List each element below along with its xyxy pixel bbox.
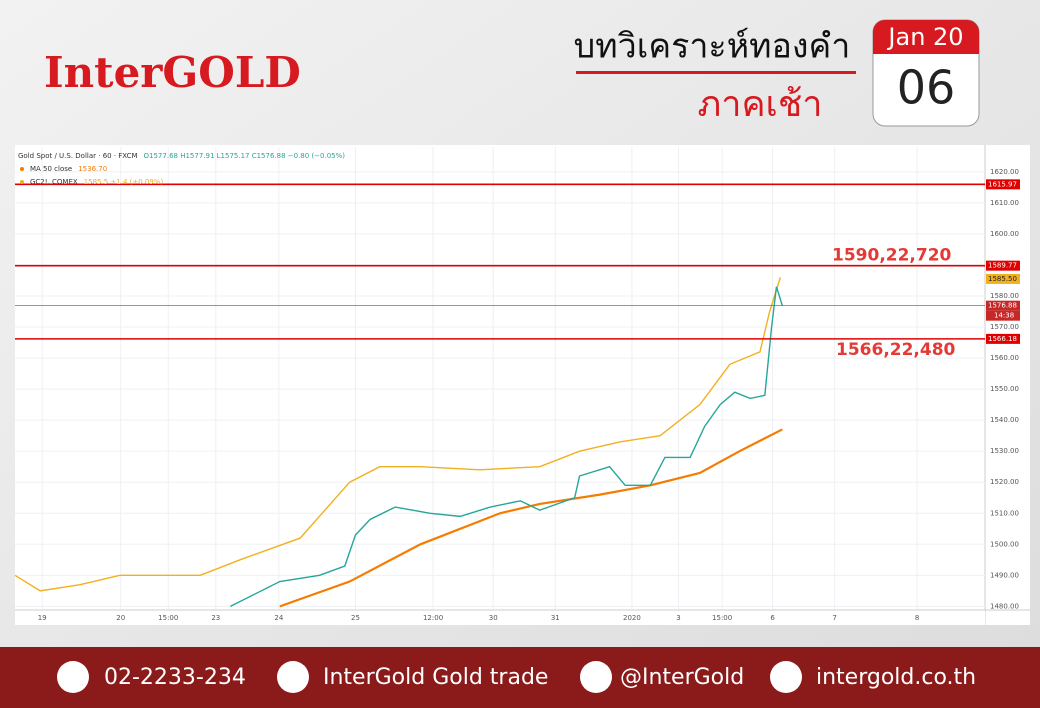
x-tick-label: 3 <box>676 614 680 622</box>
series-line <box>230 286 783 608</box>
countdown-tag <box>986 310 1020 321</box>
x-tick-label: 20 <box>116 614 125 622</box>
y-tick-label: 1510.00 <box>990 509 1019 517</box>
chart-panel <box>15 145 1030 625</box>
calendar-month: Jan 20 <box>886 23 963 51</box>
legend-entry: MA 50 close <box>30 165 72 173</box>
y-tick-label: 1560.00 <box>990 354 1019 362</box>
y-tick-label: 1600.00 <box>990 230 1019 238</box>
y-tick-label: 1580.00 <box>990 292 1019 300</box>
title: บทวิเคราะห์ทองคำ <box>574 27 851 67</box>
countdown: 14:38 <box>994 312 1014 320</box>
y-tick-label: 1540.00 <box>990 416 1019 424</box>
level-tag <box>986 260 1020 271</box>
y-tick-label: 1480.00 <box>990 602 1019 610</box>
level-label: 1615.97 <box>988 180 1017 188</box>
x-tick-label: 19 <box>38 614 47 622</box>
phone: 02-2233-234 <box>104 665 246 690</box>
subtitle: ภาคเช้า <box>698 84 823 125</box>
x-tick-label: 30 <box>489 614 498 622</box>
level-tag <box>986 179 1020 190</box>
legend-name: Gold Spot / U.S. Dollar · 60 · FXCM O1577… <box>18 152 345 160</box>
legend-quote: O1577.68 H1577.91 L1575.17 C1576.88 −0.8… <box>144 152 346 160</box>
y-tick-label: 1490.00 <box>990 571 1019 579</box>
logo: InterGOLD <box>44 48 301 97</box>
phone-icon <box>57 661 89 693</box>
legend-entry: Gold Spot / U.S. Dollar · 60 · FXCM <box>18 152 138 160</box>
line-id: @InterGold <box>620 665 744 690</box>
plot: 1480.00 1490.00 1500.00 1510.00 1520.00 1530.… <box>14 147 1030 625</box>
line-icon <box>580 661 612 693</box>
level-tag <box>986 300 1020 311</box>
legend-entry: GC2!, COMEX <box>30 178 78 186</box>
y-tick-label: 1500.00 <box>990 540 1019 548</box>
website: intergold.co.th <box>816 665 976 690</box>
x-tick-label: 2020 <box>623 614 641 622</box>
x-tick-label: 25 <box>351 614 360 622</box>
y-tick-label: 1520.00 <box>990 478 1019 486</box>
y-tick-label: 1570.00 <box>990 323 1019 331</box>
calendar-day: 06 <box>897 61 956 115</box>
x-tick-label: 24 <box>274 614 283 622</box>
y-tick-label: 1550.00 <box>990 385 1019 393</box>
y-tick-label: 1620.00 <box>990 168 1019 176</box>
y-tick-label: 1530.00 <box>990 447 1019 455</box>
title-underline <box>576 71 856 74</box>
facebook: InterGold Gold trade <box>323 665 548 690</box>
x-axis-strip <box>15 610 985 625</box>
legend-name: GC2!, COMEX 1585.5 +1.4 (+0.09%) <box>30 178 163 186</box>
calendar-top <box>873 20 979 54</box>
x-tick-label: 7 <box>832 614 836 622</box>
series-line <box>14 277 781 592</box>
legend-quote: 1536.70 <box>78 165 107 173</box>
web-icon <box>770 661 802 693</box>
level-label: 1576.88 <box>988 302 1017 310</box>
x-tick-label: 31 <box>551 614 560 622</box>
annotation: 1566,22,480 <box>836 340 956 360</box>
legend-name: MA 50 close 1536.70 <box>30 165 107 173</box>
x-tick-label: 15:00 <box>712 614 732 622</box>
x-tick-label: 6 <box>770 614 775 622</box>
level-label: 1566.18 <box>988 335 1017 343</box>
level-label: 1589.77 <box>988 262 1017 270</box>
x-tick-label: 23 <box>211 614 220 622</box>
annotation: 1590,22,720 <box>832 246 952 266</box>
level-tag <box>986 273 1020 284</box>
legend-marker <box>20 180 24 184</box>
level-label: 1585.50 <box>988 275 1017 283</box>
legend-marker <box>20 167 24 171</box>
facebook-icon <box>277 661 309 693</box>
footer-bar <box>0 647 1040 708</box>
x-tick-label: 15:00 <box>158 614 178 622</box>
y-tick-label: 1610.00 <box>990 199 1019 207</box>
x-tick-label: 8 <box>915 614 919 622</box>
level-tag <box>986 333 1020 344</box>
legend-quote: 1585.5 +1.4 (+0.09%) <box>84 178 164 186</box>
x-tick-label: 12:00 <box>423 614 443 622</box>
